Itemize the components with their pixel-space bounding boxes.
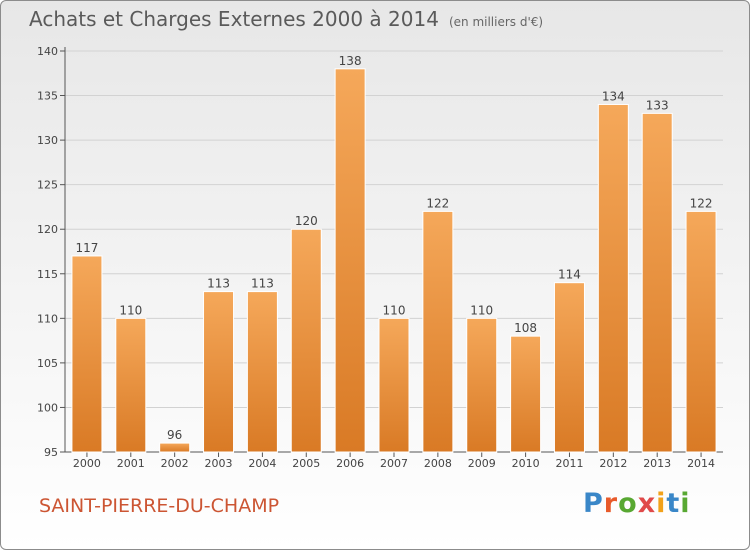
bar — [290, 228, 322, 453]
data-label: 120 — [295, 214, 318, 228]
y-tick-label: 135 — [37, 90, 58, 103]
bar — [641, 112, 673, 453]
y-tick-label: 95 — [44, 446, 58, 459]
x-tick-label: 2007 — [380, 457, 408, 470]
bar — [159, 442, 191, 453]
x-tick-label: 2003 — [205, 457, 233, 470]
x-tick-label: 2010 — [512, 457, 540, 470]
x-tick-label: 2001 — [117, 457, 145, 470]
data-label: 117 — [75, 241, 98, 255]
proxiti-logo: Proxiti — [583, 488, 691, 519]
bar — [115, 317, 147, 453]
data-label: 113 — [207, 277, 230, 291]
logo-letter: i — [680, 488, 691, 519]
data-label: 96 — [167, 428, 182, 442]
data-label: 122 — [690, 196, 713, 210]
logo-letter: t — [666, 488, 681, 519]
data-label: 108 — [514, 321, 537, 335]
data-label: 133 — [646, 98, 669, 112]
bar — [466, 317, 498, 453]
x-tick-label: 2006 — [336, 457, 364, 470]
x-tick-label: 2011 — [555, 457, 583, 470]
bar — [203, 291, 235, 453]
bar — [597, 103, 629, 453]
x-tick-label: 2004 — [248, 457, 276, 470]
chart-subtitle: (en milliers d'€) — [448, 15, 544, 29]
y-tick-label: 105 — [37, 357, 58, 370]
logo-letter: r — [603, 488, 619, 519]
x-tick-label: 2005 — [292, 457, 320, 470]
x-tick-label: 2013 — [643, 457, 671, 470]
logo-letter: i — [656, 488, 667, 519]
y-tick-label: 130 — [37, 134, 58, 147]
y-tick-label: 140 — [37, 45, 58, 58]
y-tick-label: 120 — [37, 223, 58, 236]
x-tick-label: 2012 — [599, 457, 627, 470]
x-tick-label: 2014 — [687, 457, 715, 470]
y-tick-label: 115 — [37, 268, 58, 281]
logo-letter: x — [637, 488, 657, 519]
bar — [71, 255, 103, 453]
x-tick-label: 2000 — [73, 457, 101, 470]
logo-letter: o — [618, 488, 638, 519]
axes: 95 100 105 110 115 120 125 130 135 140 2000 2001 200… — [37, 45, 723, 470]
bars — [71, 68, 717, 453]
y-tick-label: 100 — [37, 401, 58, 414]
bar — [334, 68, 366, 453]
data-label: 110 — [119, 303, 142, 317]
x-tick-label: 2002 — [161, 457, 189, 470]
bar — [553, 282, 585, 453]
bar — [246, 291, 278, 453]
data-label: 113 — [251, 277, 274, 291]
bar — [510, 335, 542, 453]
x-tick-label: 2009 — [468, 457, 496, 470]
data-label: 134 — [602, 89, 625, 103]
chart-title: Achats et Charges Externes 2000 à 2014 (e… — [29, 7, 543, 31]
bar — [378, 317, 410, 453]
x-tick-label: 2008 — [424, 457, 452, 470]
data-label: 110 — [383, 303, 406, 317]
data-label: 114 — [558, 268, 581, 282]
y-tick-label: 125 — [37, 179, 58, 192]
bar — [685, 210, 717, 453]
bar — [422, 210, 454, 453]
data-labels: 117 110 96 113 113 120 138 110 122 110 108 114 134 13… — [75, 54, 712, 442]
title-text: Achats et Charges Externes 2000 à 2014 — [29, 7, 439, 31]
y-tick-label: 110 — [37, 312, 58, 325]
data-label: 138 — [339, 54, 362, 68]
data-label: 122 — [426, 196, 449, 210]
commune-name: SAINT-PIERRE-DU-CHAMP — [39, 495, 280, 517]
logo-letter: P — [583, 488, 604, 519]
data-label: 110 — [470, 303, 493, 317]
